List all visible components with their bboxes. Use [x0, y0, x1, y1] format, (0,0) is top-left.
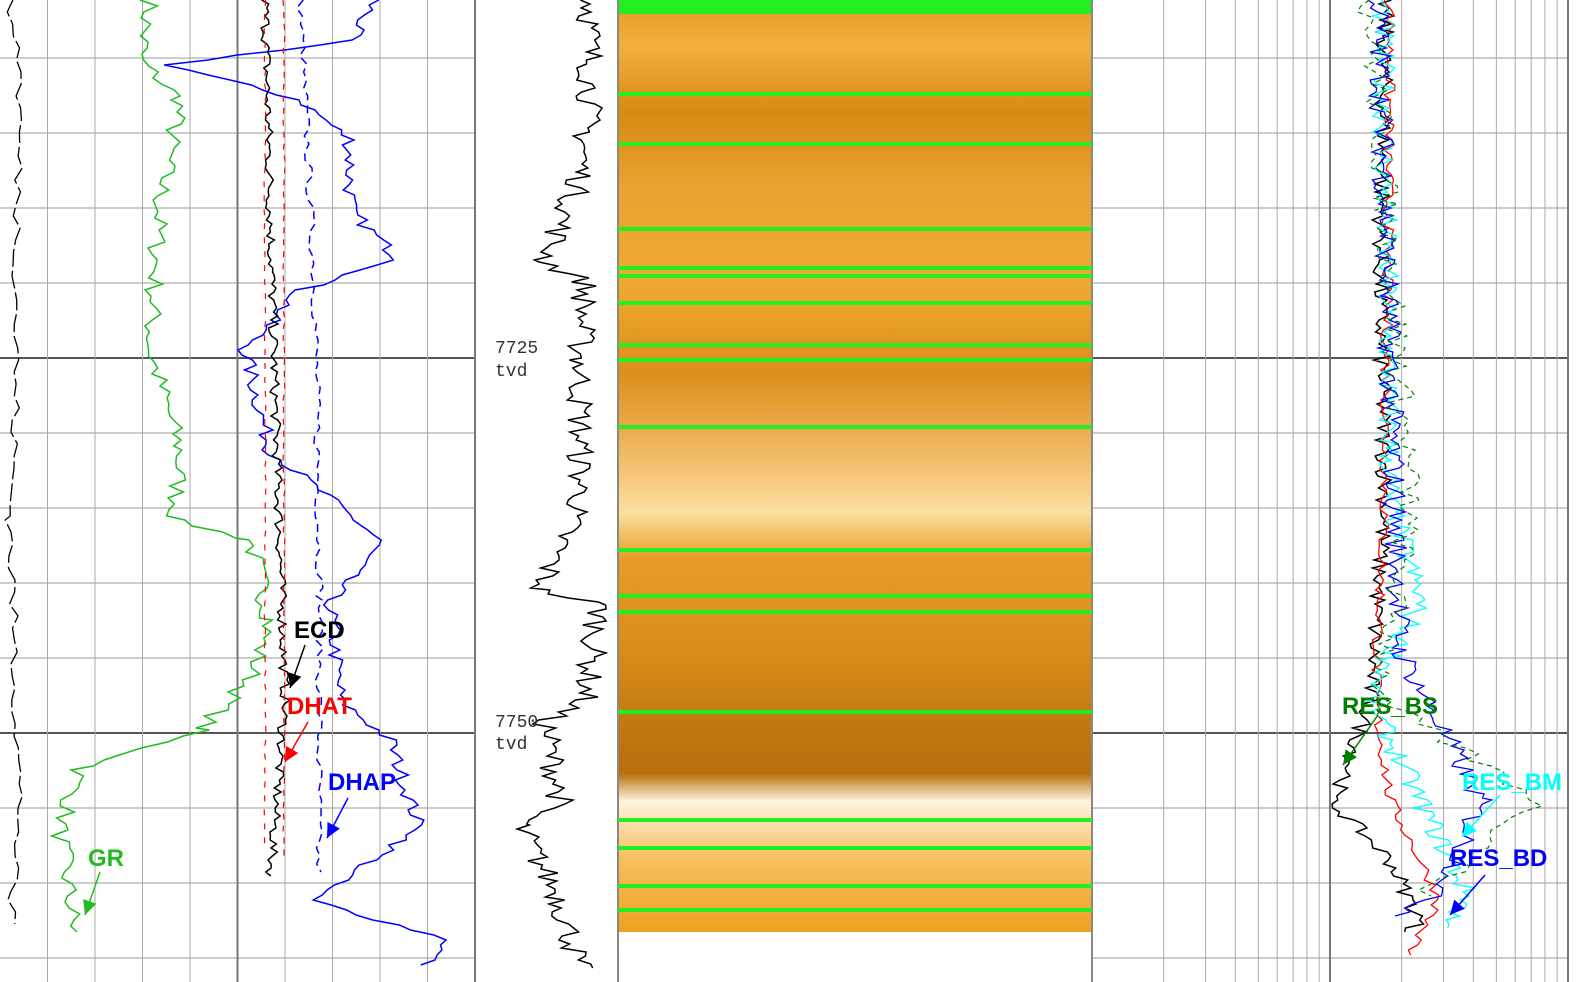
arrow-head — [1462, 821, 1477, 837]
arrow-head — [1450, 899, 1465, 915]
curve-label: ECD — [294, 617, 345, 644]
curve-label: RES_BS — [1342, 693, 1438, 720]
image-band — [618, 274, 1092, 278]
curve-label: RES_BD — [1450, 845, 1547, 872]
arrow-head — [285, 746, 299, 762]
depth-label: 7750 — [495, 713, 538, 733]
image-band — [618, 594, 1092, 598]
depth-unit: tvd — [495, 735, 527, 755]
curve — [263, 0, 267, 851]
image-band — [618, 343, 1092, 347]
curve — [514, 0, 609, 969]
image-band — [618, 301, 1092, 305]
curve — [4, 0, 23, 925]
arrow-head — [83, 899, 97, 915]
image-band — [618, 548, 1092, 552]
curve — [1367, 0, 1494, 917]
image-band — [618, 846, 1092, 850]
curve-label: GR — [88, 845, 124, 872]
image-band — [618, 92, 1092, 96]
arrow-head — [327, 822, 340, 838]
depth-label: 7725 — [495, 339, 538, 359]
image-band — [618, 425, 1092, 429]
curve-label: DHAP — [328, 769, 396, 796]
image-track — [618, 0, 1092, 932]
image-band — [618, 142, 1092, 146]
curve-label: RES_BM — [1462, 769, 1562, 796]
arrow-head — [1343, 749, 1357, 765]
image-band — [618, 358, 1092, 362]
curve — [295, 0, 325, 873]
image-band — [618, 908, 1092, 912]
image-band — [618, 266, 1092, 270]
curve — [164, 0, 448, 966]
image-band — [618, 818, 1092, 822]
curves — [4, 0, 1544, 969]
curve — [1331, 0, 1425, 933]
image-band — [618, 227, 1092, 231]
curve-label: DHAT — [287, 693, 352, 720]
curve — [1356, 0, 1544, 897]
curve — [49, 0, 275, 933]
image-band — [618, 610, 1092, 614]
arrow-head — [288, 672, 302, 688]
curve — [1370, 0, 1440, 956]
image-band — [618, 0, 1092, 14]
curve — [260, 0, 292, 877]
depth-unit: tvd — [495, 362, 527, 382]
curve — [1361, 0, 1476, 929]
image-band — [618, 884, 1092, 888]
image-band — [618, 710, 1092, 714]
